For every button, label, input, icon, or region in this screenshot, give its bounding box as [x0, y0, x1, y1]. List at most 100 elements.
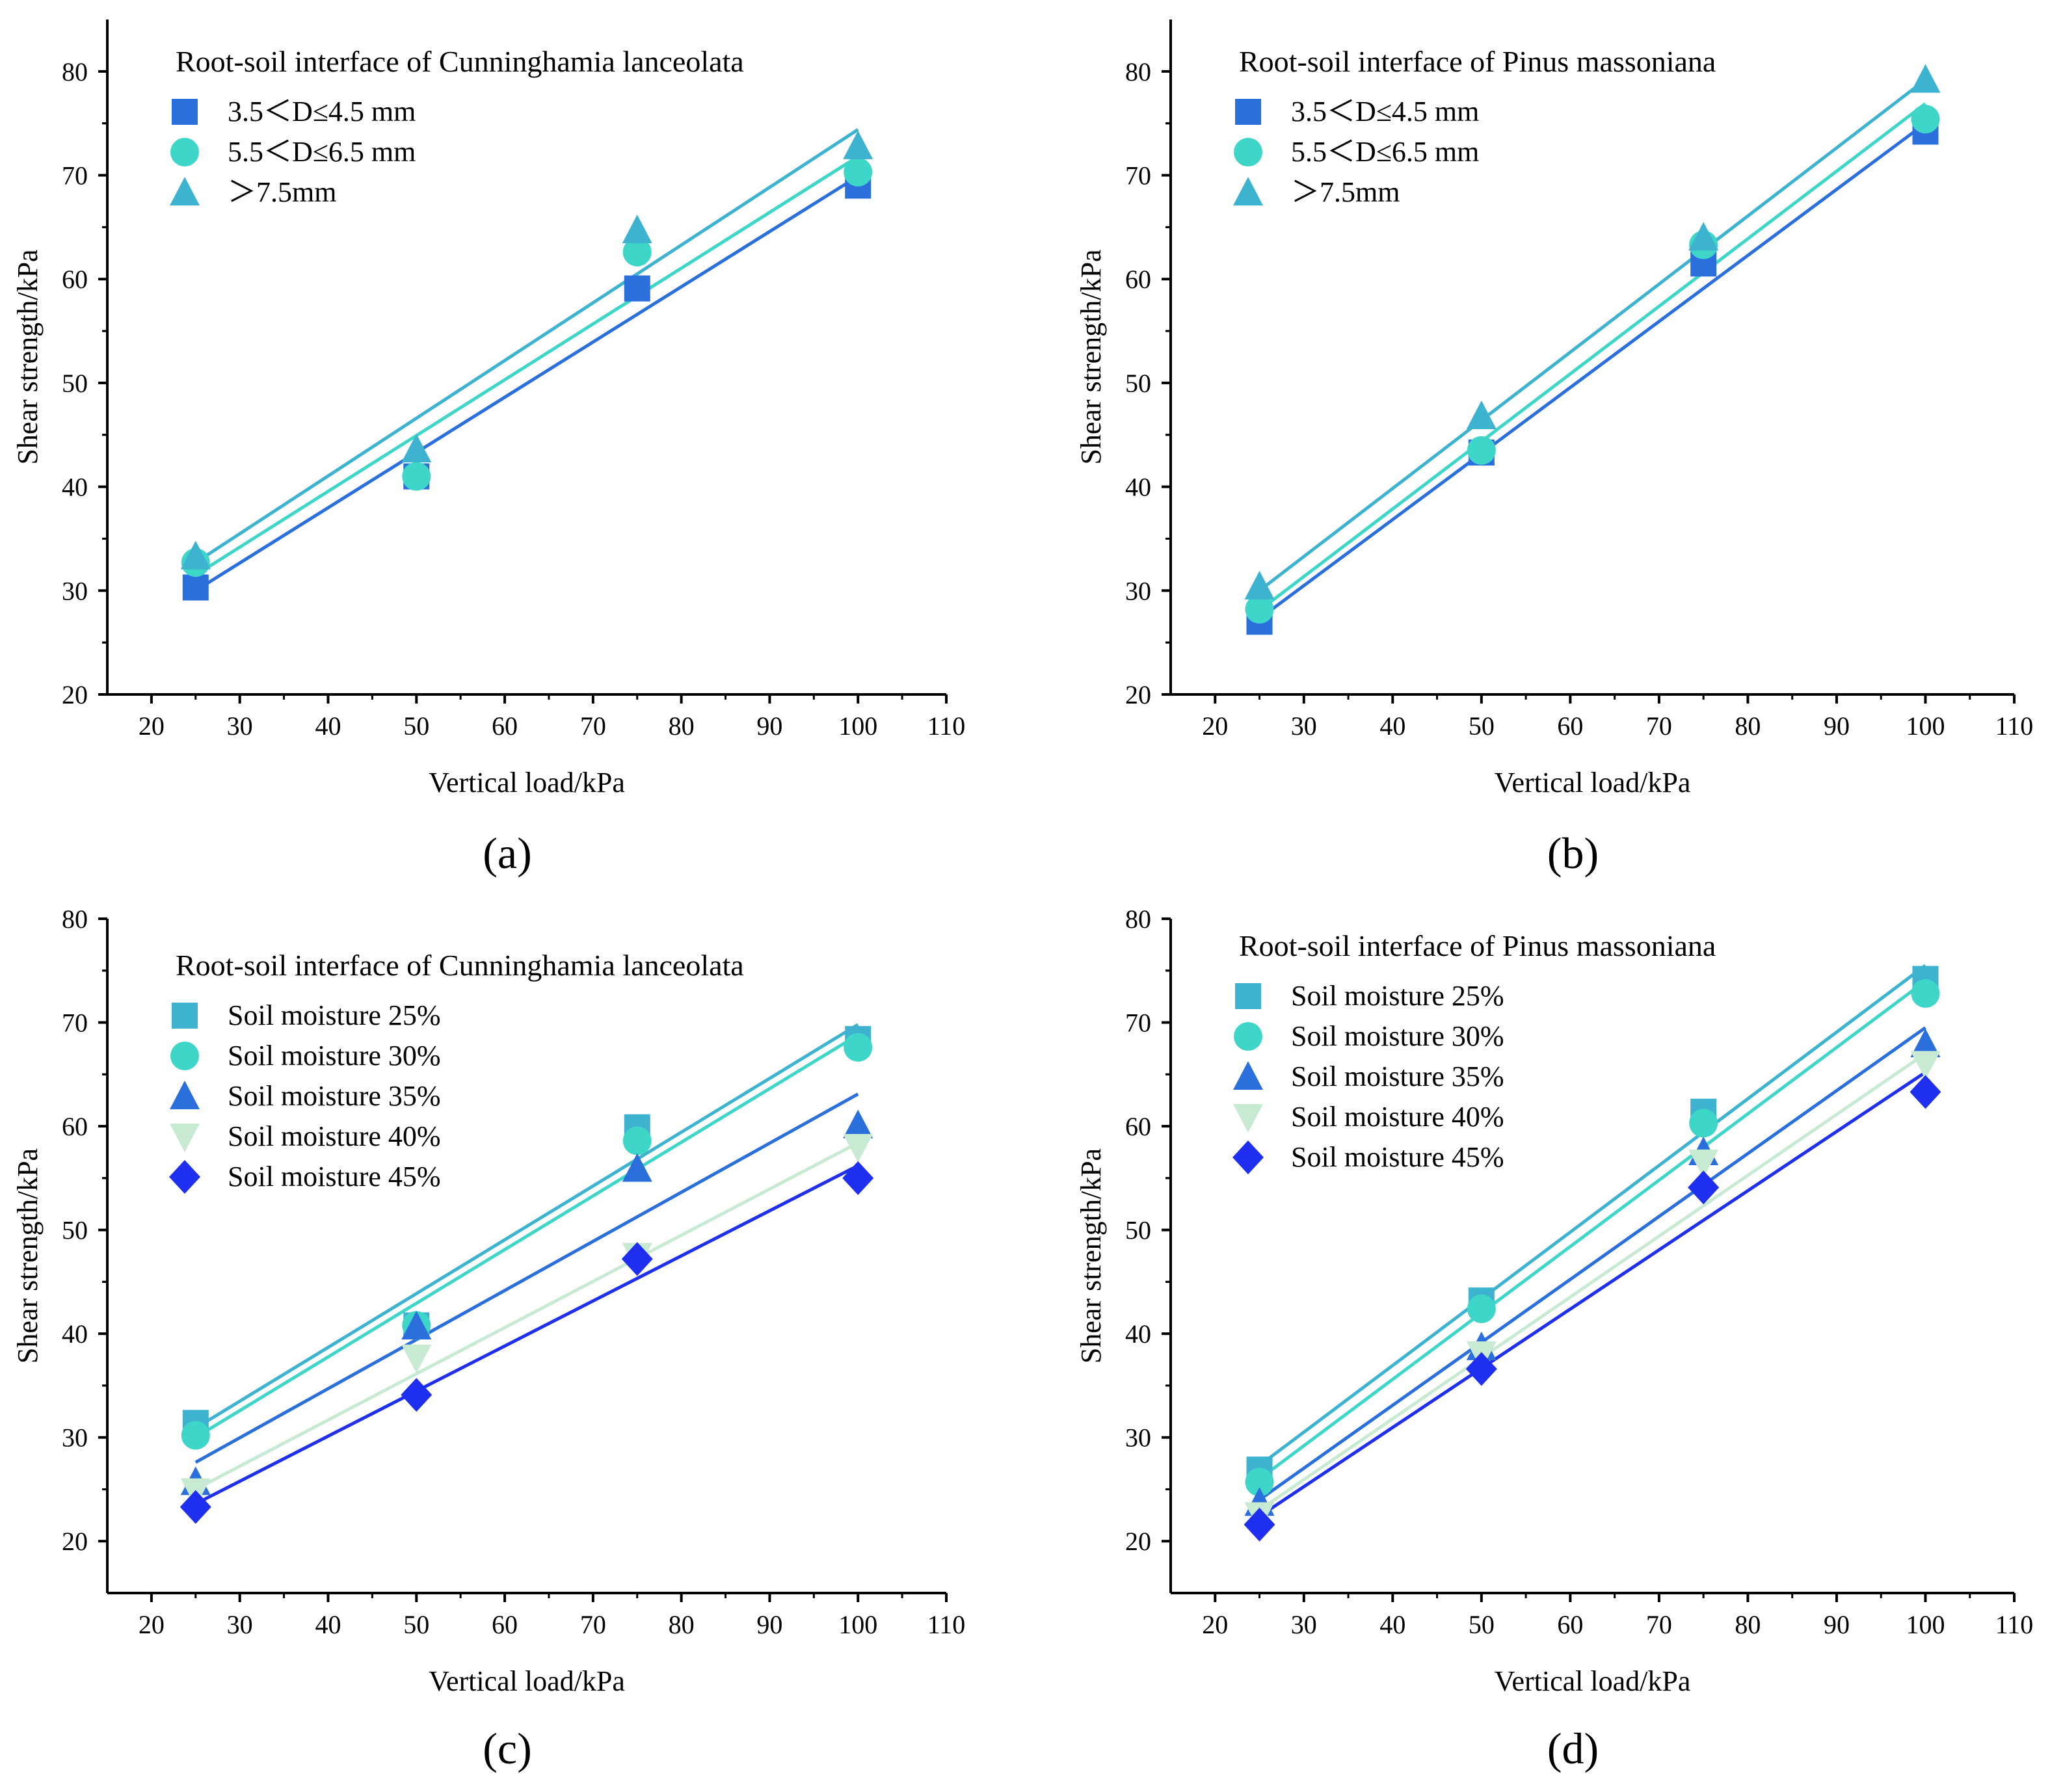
y-tick-label: 40 [62, 1319, 88, 1349]
y-tick-label: 40 [1125, 473, 1151, 502]
data-point-series-4 [1244, 1507, 1275, 1542]
data-point-series-0 [624, 275, 650, 302]
data-point-series-4 [1465, 1352, 1497, 1386]
fit-line-series-1 [1258, 979, 1926, 1481]
legend-label-series-1: Soil moisture 30% [228, 1040, 441, 1072]
data-point-series-4 [1688, 1170, 1720, 1205]
x-tick-label: 40 [1379, 1610, 1405, 1639]
y-tick-label: 80 [1125, 904, 1151, 934]
x-tick-label: 70 [1646, 711, 1672, 741]
data-point-series-1 [622, 1126, 652, 1155]
legend-label-series-3: Soil moisture 40% [1291, 1101, 1504, 1133]
y-tick-label: 80 [62, 57, 88, 86]
data-point-series-2 [401, 1310, 432, 1339]
y-tick-label: 50 [1125, 1216, 1151, 1245]
data-point-series-1 [1245, 1468, 1274, 1497]
legend-marker-series-4 [169, 1160, 200, 1194]
legend-title: Root-soil interface of Pinus massoniana [1239, 929, 1716, 962]
legend-marker-series-0 [1235, 983, 1261, 1009]
data-point-series-0 [182, 574, 209, 601]
x-tick-label: 100 [838, 711, 877, 741]
legend-label-series-0: Soil moisture 25% [1291, 980, 1504, 1012]
x-tick-label: 60 [1557, 711, 1583, 741]
x-tick-label: 60 [1557, 1610, 1583, 1639]
y-tick-label: 30 [62, 576, 88, 605]
data-point-series-2 [622, 215, 652, 244]
y-tick-label: 30 [1125, 576, 1151, 605]
data-point-series-1 [844, 1033, 873, 1062]
fit-line-series-3 [194, 1141, 859, 1491]
fit-line-series-1 [1258, 102, 1926, 612]
legend-marker-series-1 [1234, 1022, 1262, 1051]
data-point-series-4 [621, 1242, 653, 1276]
y-tick-label: 50 [62, 1216, 88, 1245]
data-point-series-2 [1688, 222, 1719, 251]
legend-marker-series-1 [170, 1042, 199, 1070]
fit-line-series-1 [194, 155, 859, 577]
x-tick-label: 20 [1202, 1610, 1228, 1639]
x-tick-label: 100 [1906, 1610, 1945, 1639]
x-tick-label: 100 [838, 1610, 877, 1639]
legend-label-series-2: Soil moisture 35% [1291, 1061, 1504, 1092]
data-point-series-1 [1467, 1294, 1496, 1323]
y-tick-label: 60 [1125, 265, 1151, 294]
y-axis-title: Shear strength/kPa [1075, 249, 1107, 464]
x-tick-label: 70 [580, 711, 606, 741]
data-point-series-1 [1467, 436, 1496, 465]
y-tick-label: 60 [62, 1112, 88, 1141]
y-tick-label: 20 [62, 1527, 88, 1556]
x-tick-label: 60 [492, 711, 518, 741]
legend-label-series-0: 3.5＜D≤4.5 mm [1291, 96, 1479, 127]
data-point-series-2 [1910, 1029, 1941, 1058]
y-tick-label: 60 [62, 265, 88, 294]
legend-marker-series-0 [172, 1003, 198, 1029]
data-point-series-2 [1466, 401, 1497, 430]
legend-label-series-2: Soil moisture 35% [228, 1080, 441, 1112]
data-point-series-4 [401, 1378, 433, 1412]
data-point-series-2 [843, 1109, 873, 1139]
y-axis-title: Shear strength/kPa [12, 1148, 44, 1364]
x-tick-label: 80 [1735, 711, 1761, 741]
y-axis-title: Shear strength/kPa [12, 249, 44, 464]
x-tick-label: 50 [1469, 711, 1495, 741]
x-tick-label: 50 [1469, 1610, 1495, 1639]
x-tick-label: 80 [669, 711, 695, 741]
x-tick-label: 100 [1906, 711, 1945, 741]
x-tick-label: 40 [315, 1610, 341, 1639]
data-point-series-1 [844, 157, 873, 187]
legend-label-series-1: Soil moisture 30% [1291, 1020, 1504, 1052]
legend-marker-series-2 [170, 1081, 200, 1109]
data-point-series-2 [180, 540, 211, 570]
fit-line-series-0 [194, 1023, 859, 1430]
y-tick-label: 50 [1125, 369, 1151, 398]
y-tick-label: 60 [1125, 1112, 1151, 1141]
data-point-series-1 [181, 1421, 210, 1450]
x-tick-label: 90 [756, 1610, 782, 1639]
fit-line-series-4 [1258, 1071, 1926, 1518]
legend-label-series-0: 3.5＜D≤4.5 mm [228, 96, 416, 127]
legend-marker-series-2 [170, 177, 200, 205]
y-tick-label: 20 [62, 680, 88, 709]
x-tick-label: 110 [927, 1610, 966, 1639]
legend-marker-series-2 [1233, 1061, 1263, 1090]
x-tick-label: 30 [227, 711, 253, 741]
y-axis-title: Shear strength/kPa [1075, 1148, 1107, 1364]
x-tick-label: 30 [227, 1610, 253, 1639]
legend-label-series-0: Soil moisture 25% [228, 999, 441, 1031]
panel-label: (d) [1547, 1724, 1599, 1773]
legend-label-series-4: Soil moisture 45% [1291, 1141, 1504, 1173]
data-point-series-3 [1910, 1051, 1941, 1080]
legend-marker-series-3 [170, 1124, 200, 1152]
x-tick-label: 50 [403, 711, 429, 741]
data-point-series-2 [843, 130, 873, 159]
legend-title: Root-soil interface of Pinus massoniana [1239, 45, 1716, 78]
panel-label: (c) [483, 1724, 531, 1773]
data-point-series-1 [1911, 979, 1940, 1008]
y-tick-label: 80 [62, 904, 88, 934]
x-axis-title: Vertical load/kPa [429, 767, 625, 798]
legend-label-series-1: 5.5＜D≤6.5 mm [1291, 136, 1479, 168]
fit-line-series-2 [1258, 1026, 1926, 1501]
data-point-series-2 [401, 434, 432, 463]
data-point-series-1 [402, 462, 431, 491]
